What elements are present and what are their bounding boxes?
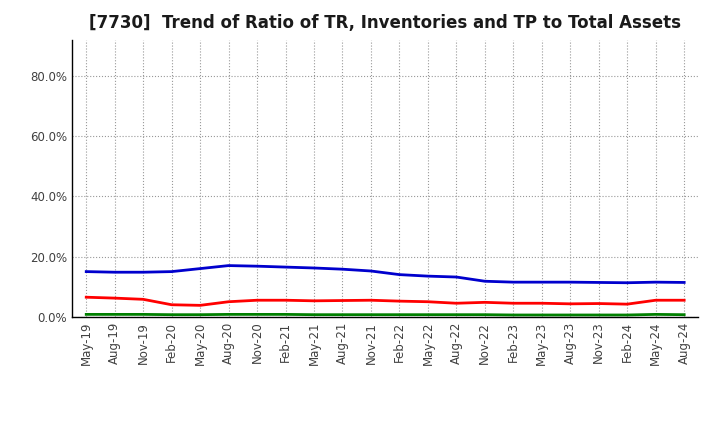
Trade Payables [423,312,432,317]
Trade Payables [225,312,233,317]
Inventories [282,264,290,270]
Trade Payables [652,312,660,317]
Inventories [110,270,119,275]
Trade Receivables [395,298,404,304]
Trade Receivables [196,303,204,308]
Trade Receivables [139,297,148,302]
Trade Payables [196,312,204,317]
Trade Payables [480,312,489,317]
Inventories [253,264,261,269]
Trade Receivables [652,297,660,303]
Inventories [366,268,375,274]
Trade Payables [139,312,148,317]
Trade Receivables [282,297,290,303]
Inventories [680,280,688,285]
Inventories [310,265,318,271]
Trade Payables [253,312,261,317]
Trade Receivables [167,302,176,308]
Trade Payables [595,312,603,318]
Line: Trade Receivables: Trade Receivables [86,297,684,305]
Trade Receivables [480,300,489,305]
Trade Payables [623,312,631,318]
Inventories [623,280,631,286]
Trade Payables [680,312,688,317]
Trade Receivables [338,298,347,303]
Inventories [595,280,603,285]
Trade Receivables [566,301,575,307]
Trade Receivables [623,301,631,307]
Trade Payables [395,312,404,317]
Inventories [537,279,546,285]
Trade Payables [509,312,518,318]
Inventories [423,274,432,279]
Trade Payables [282,312,290,317]
Inventories [566,279,575,285]
Trade Payables [338,312,347,317]
Line: Inventories: Inventories [86,266,684,283]
Inventories [225,263,233,268]
Trade Receivables [595,301,603,306]
Trade Receivables [423,299,432,304]
Trade Payables [82,312,91,317]
Trade Payables [110,312,119,317]
Trade Payables [537,312,546,318]
Inventories [139,270,148,275]
Title: [7730]  Trend of Ratio of TR, Inventories and TP to Total Assets: [7730] Trend of Ratio of TR, Inventories… [89,15,681,33]
Inventories [652,279,660,285]
Inventories [509,279,518,285]
Trade Receivables [82,294,91,300]
Inventories [395,272,404,277]
Inventories [196,266,204,271]
Trade Receivables [452,301,461,306]
Inventories [452,275,461,280]
Trade Receivables [310,298,318,304]
Trade Receivables [225,299,233,304]
Trade Receivables [509,301,518,306]
Trade Payables [366,312,375,317]
Trade Receivables [366,297,375,303]
Trade Payables [452,312,461,317]
Trade Receivables [253,297,261,303]
Trade Receivables [680,297,688,303]
Inventories [338,267,347,272]
Trade Receivables [110,296,119,301]
Trade Receivables [537,301,546,306]
Inventories [82,269,91,274]
Inventories [167,269,176,274]
Trade Payables [310,312,318,317]
Trade Payables [566,312,575,318]
Trade Payables [167,312,176,317]
Inventories [480,279,489,284]
